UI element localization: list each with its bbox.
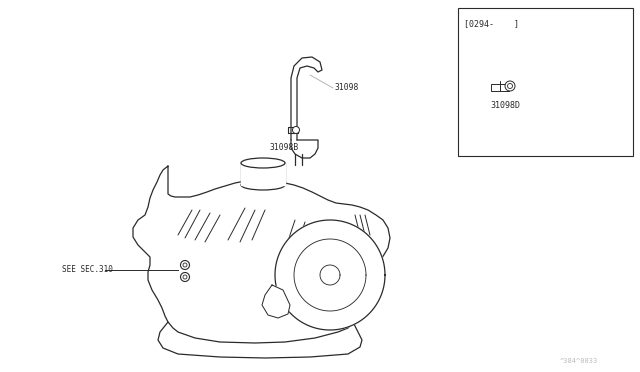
Circle shape — [183, 275, 187, 279]
Circle shape — [292, 126, 300, 134]
Text: 31098D: 31098D — [490, 101, 520, 110]
Text: SEE SEC.310: SEE SEC.310 — [62, 266, 113, 275]
Polygon shape — [291, 140, 318, 158]
Circle shape — [183, 263, 187, 267]
Polygon shape — [291, 57, 322, 140]
Circle shape — [508, 83, 513, 89]
Polygon shape — [133, 166, 390, 343]
Text: [0294-    ]: [0294- ] — [464, 19, 519, 28]
Bar — [241, 163, 285, 185]
Text: 31098B: 31098B — [270, 144, 300, 153]
Circle shape — [180, 273, 189, 282]
Ellipse shape — [241, 158, 285, 168]
Polygon shape — [275, 220, 385, 330]
Circle shape — [505, 81, 515, 91]
Polygon shape — [262, 285, 290, 318]
Polygon shape — [158, 322, 362, 358]
Bar — [491, 84, 509, 91]
Text: ^384^0033: ^384^0033 — [560, 358, 598, 364]
Circle shape — [180, 260, 189, 269]
Text: 31098: 31098 — [335, 83, 360, 93]
Ellipse shape — [241, 180, 285, 190]
Bar — [458, 8, 633, 156]
